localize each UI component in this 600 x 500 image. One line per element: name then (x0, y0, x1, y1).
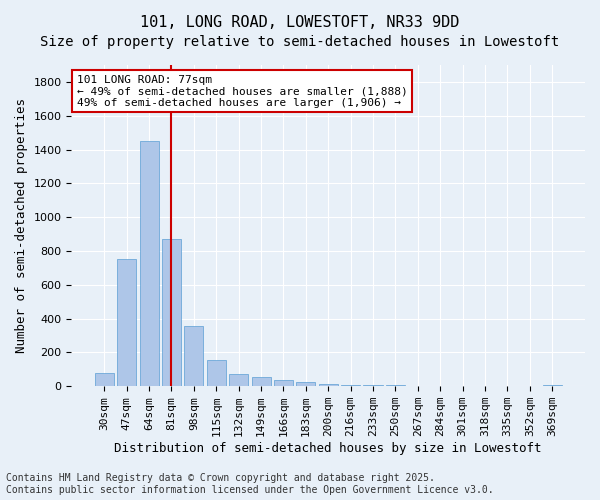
Y-axis label: Number of semi-detached properties: Number of semi-detached properties (15, 98, 28, 353)
Text: 101 LONG ROAD: 77sqm
← 49% of semi-detached houses are smaller (1,888)
49% of se: 101 LONG ROAD: 77sqm ← 49% of semi-detac… (77, 74, 407, 108)
Bar (162, 239, 181, 386)
X-axis label: Distribution of semi-detached houses by size in Lowestoft: Distribution of semi-detached houses by … (115, 442, 542, 455)
Bar (95, 372, 114, 386)
Bar (117, 260, 136, 386)
Bar (274, 380, 293, 386)
Bar (341, 384, 360, 386)
Text: Size of property relative to semi-detached houses in Lowestoft: Size of property relative to semi-detach… (40, 35, 560, 49)
Bar (542, 384, 562, 386)
Text: 101, LONG ROAD, LOWESTOFT, NR33 9DD: 101, LONG ROAD, LOWESTOFT, NR33 9DD (140, 15, 460, 30)
Bar (140, 141, 158, 386)
Bar (251, 377, 271, 386)
Text: Contains HM Land Registry data © Crown copyright and database right 2025.
Contai: Contains HM Land Registry data © Crown c… (6, 474, 494, 495)
Bar (319, 384, 338, 386)
Bar (184, 326, 203, 386)
Bar (296, 382, 316, 386)
Bar (207, 360, 226, 386)
Bar (364, 385, 383, 386)
Bar (229, 374, 248, 386)
